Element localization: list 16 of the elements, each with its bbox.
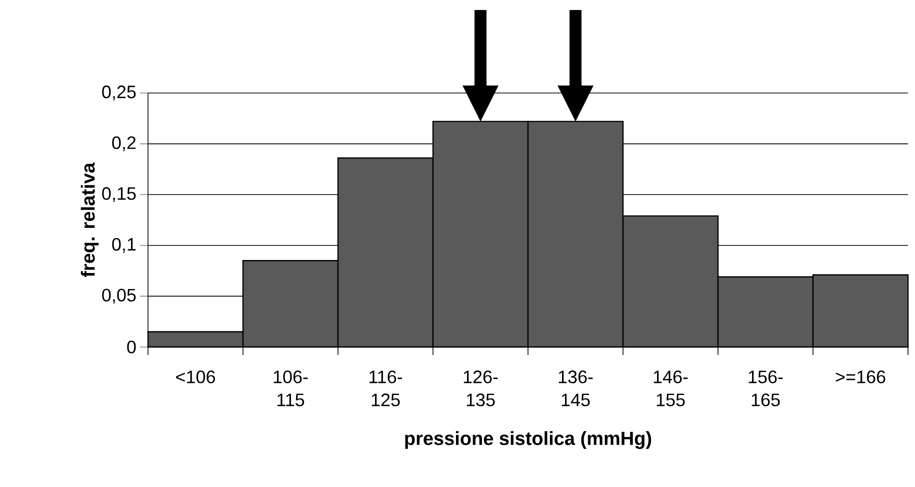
x-tick-label: >=166 <box>836 370 886 384</box>
x-tick-label: <106 <box>176 370 215 384</box>
x-axis-title: pressione sistolica (mmHg) <box>405 431 652 449</box>
x-tick-label: 106-115 <box>274 370 308 406</box>
y-axis-title: freq. relativa <box>80 162 99 278</box>
y-tick-label: 0,2 <box>112 136 136 152</box>
x-tick-label: 116-125 <box>370 370 402 406</box>
y-tick-label: 0,25 <box>102 86 136 100</box>
x-tick-label: 136-145 <box>558 370 593 406</box>
x-tick-label: 156-165 <box>748 370 783 406</box>
y-tick-label: 0,1 <box>112 238 136 253</box>
x-tick-label: 146-155 <box>654 370 688 406</box>
y-tick-label: 0,05 <box>102 288 136 304</box>
x-tick-label: 126-135 <box>464 370 498 406</box>
y-tick-label: 0,15 <box>102 187 136 202</box>
y-tick-label: 0 <box>127 340 136 354</box>
